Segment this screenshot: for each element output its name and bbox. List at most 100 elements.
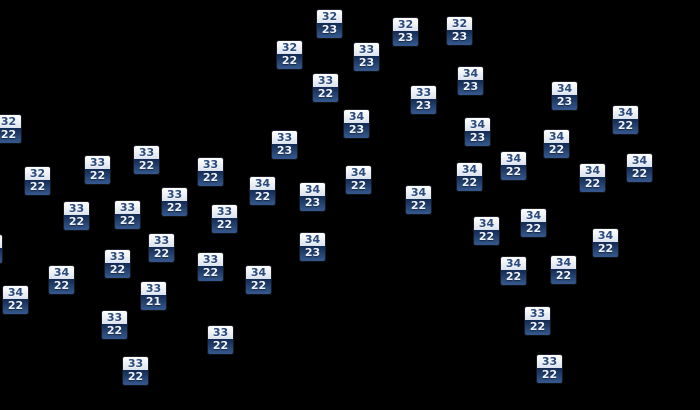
temperature-badge: 34 22 — [580, 164, 605, 192]
low-temp-label: 22 — [313, 87, 338, 102]
temperature-badge: 33 22 — [115, 201, 140, 229]
high-temp-label: 34 — [521, 209, 546, 222]
high-temp-label: 32 — [317, 10, 342, 23]
temperature-badge: 33 22 — [198, 253, 223, 281]
low-temp-label: 22 — [406, 199, 431, 214]
high-temp-label: 33 — [198, 158, 223, 171]
low-temp-label: 22 — [0, 128, 21, 143]
temperature-badge: 34 23 — [344, 110, 369, 138]
high-temp-label — [0, 235, 2, 248]
temperature-badge: 34 22 — [544, 130, 569, 158]
temperature-badge: 33 23 — [272, 131, 297, 159]
high-temp-label: 33 — [162, 188, 187, 201]
temperature-badge: 34 23 — [465, 118, 490, 146]
temperature-badge: 32 23 — [447, 17, 472, 45]
temperature-badge: 34 22 — [501, 152, 526, 180]
low-temp-label: 22 — [501, 165, 526, 180]
high-temp-label: 34 — [474, 217, 499, 230]
high-temp-label: 34 — [300, 233, 325, 246]
temperature-badge: 33 22 — [105, 250, 130, 278]
temperature-badge: 32 23 — [393, 18, 418, 46]
temperature-badge: 33 23 — [411, 86, 436, 114]
low-temp-label: 21 — [141, 295, 166, 310]
high-temp-label: 32 — [0, 115, 21, 128]
low-temp-label: 22 — [525, 320, 550, 335]
low-temp-label: 23 — [272, 144, 297, 159]
high-temp-label: 32 — [277, 41, 302, 54]
temperature-badge: 32 22 — [25, 167, 50, 195]
high-temp-label: 34 — [346, 166, 371, 179]
temperature-badge: 34 22 — [457, 163, 482, 191]
high-temp-label: 33 — [134, 146, 159, 159]
low-temp-label: 22 — [212, 218, 237, 233]
high-temp-label: 34 — [580, 164, 605, 177]
high-temp-label: 33 — [212, 205, 237, 218]
temperature-badge: 33 22 — [64, 202, 89, 230]
high-temp-label: 33 — [115, 201, 140, 214]
temperature-badge: 34 22 — [250, 177, 275, 205]
temperature-badge: 33 22 — [149, 234, 174, 262]
high-temp-label: 32 — [393, 18, 418, 31]
temperature-badge: 34 22 — [49, 266, 74, 294]
low-temp-label: 22 — [115, 214, 140, 229]
low-temp-label: 22 — [149, 247, 174, 262]
high-temp-label: 34 — [501, 152, 526, 165]
temperature-badge: 33 22 — [537, 355, 562, 383]
low-temp-label: 22 — [198, 266, 223, 281]
low-temp-label: 22 — [474, 230, 499, 245]
high-temp-label: 33 — [64, 202, 89, 215]
high-temp-label: 34 — [465, 118, 490, 131]
high-temp-label: 34 — [627, 154, 652, 167]
temperature-badge: 33 22 — [123, 357, 148, 385]
high-temp-label: 34 — [300, 183, 325, 196]
temperature-badge: 32 23 — [317, 10, 342, 38]
low-temp-label: 22 — [105, 263, 130, 278]
high-temp-label: 33 — [411, 86, 436, 99]
temperature-badge: 34 23 — [300, 233, 325, 261]
high-temp-label: 33 — [85, 156, 110, 169]
high-temp-label: 33 — [105, 250, 130, 263]
temperature-badge: 34 22 — [474, 217, 499, 245]
low-temp-label: 22 — [580, 177, 605, 192]
temperature-badge: 34 23 — [458, 67, 483, 95]
temperature-badge: 34 22 — [3, 286, 28, 314]
low-temp-label: 22 — [162, 201, 187, 216]
low-temp-label: 23 — [300, 246, 325, 261]
low-temp-label: 22 — [123, 370, 148, 385]
temperature-badge: 33 23 — [354, 43, 379, 71]
temperature-badge: 34 22 — [627, 154, 652, 182]
high-temp-label: 33 — [123, 357, 148, 370]
low-temp-label: 22 — [246, 279, 271, 294]
temperature-badge: 34 22 — [593, 229, 618, 257]
low-temp-label: 23 — [344, 123, 369, 138]
temperature-badge: 34 22 — [346, 166, 371, 194]
high-temp-label: 34 — [613, 106, 638, 119]
high-temp-label: 34 — [458, 67, 483, 80]
low-temp-label: 23 — [552, 95, 577, 110]
temperature-badge: 34 22 — [613, 106, 638, 134]
temperature-badge: 34 23 — [300, 183, 325, 211]
temperature-badge: 34 23 — [552, 82, 577, 110]
low-temp-label — [0, 248, 2, 263]
low-temp-label: 23 — [411, 99, 436, 114]
high-temp-label: 34 — [49, 266, 74, 279]
low-temp-label: 22 — [198, 171, 223, 186]
low-temp-label: 23 — [317, 23, 342, 38]
temperature-badge: 34 22 — [246, 266, 271, 294]
high-temp-label: 33 — [198, 253, 223, 266]
low-temp-label: 22 — [250, 190, 275, 205]
temperature-badge: 34 22 — [521, 209, 546, 237]
temperature-badge: 32 22 — [277, 41, 302, 69]
temperature-badge: 33 22 — [198, 158, 223, 186]
low-temp-label: 22 — [537, 368, 562, 383]
low-temp-label: 22 — [521, 222, 546, 237]
high-temp-label: 34 — [593, 229, 618, 242]
high-temp-label: 34 — [552, 82, 577, 95]
temperature-badge: 33 22 — [525, 307, 550, 335]
high-temp-label: 33 — [313, 74, 338, 87]
low-temp-label: 22 — [501, 270, 526, 285]
low-temp-label: 22 — [102, 324, 127, 339]
temperature-badge: 32 22 — [0, 115, 21, 143]
temperature-badge: 34 22 — [501, 257, 526, 285]
temperature-badge: 34 22 — [406, 186, 431, 214]
